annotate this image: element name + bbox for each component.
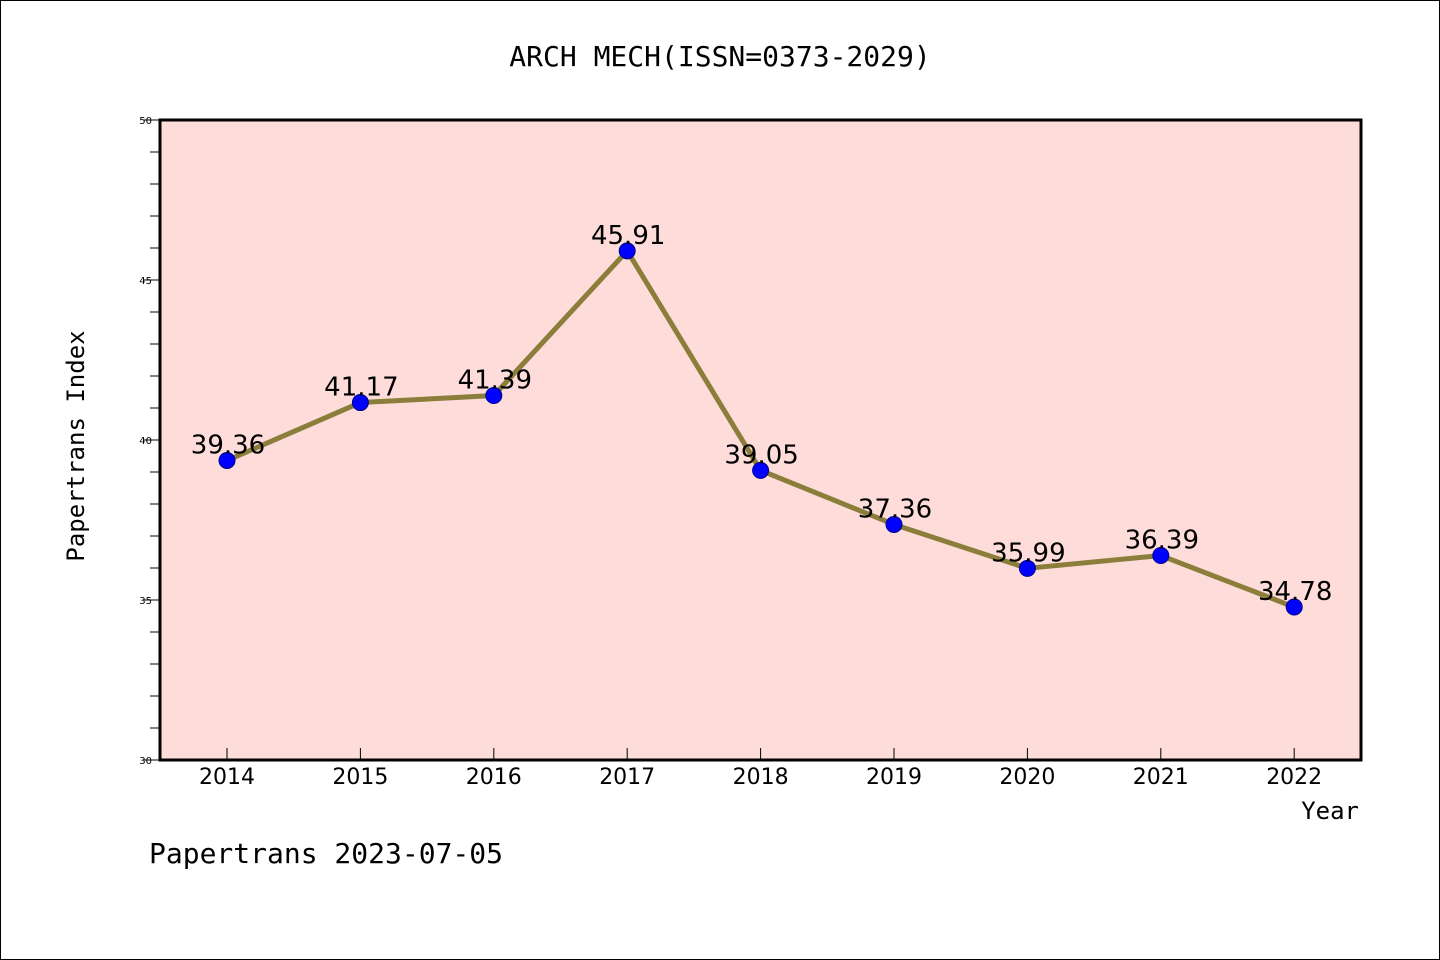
x-tick-label: 2019: [866, 765, 922, 790]
y-tick-label: 50: [139, 116, 152, 127]
x-tick-label: 2015: [332, 765, 388, 790]
data-point: [885, 515, 903, 533]
data-point: [485, 387, 503, 405]
x-axis-label: Year: [1301, 797, 1359, 825]
y-tick-label: 45: [139, 276, 152, 287]
data-label: 39.05: [724, 440, 798, 470]
y-tick-label: 40: [139, 436, 152, 447]
x-axis-ticks: 2014 2015 2016 2017 2018 2019 2020 2021 2022: [199, 748, 1322, 790]
data-labels: 39.36 41.17 41.39 45.91 39.05 37.36 35.99 36.39…: [191, 221, 1333, 607]
x-tick-label: 2016: [466, 765, 522, 790]
data-label: 41.39: [458, 366, 532, 396]
x-tick-label: 2017: [599, 765, 655, 790]
y-axis-label: Papertrans Index: [62, 330, 90, 561]
chart-title: ARCH MECH(ISSN=0373-2029): [509, 40, 930, 73]
data-point: [1285, 598, 1303, 616]
data-label: 45.91: [591, 221, 665, 251]
data-label: 35.99: [991, 538, 1065, 568]
x-tick-label: 2021: [1133, 765, 1189, 790]
x-tick-label: 2020: [999, 765, 1055, 790]
plot-area: [160, 120, 1361, 760]
data-point: [1018, 559, 1036, 577]
data-point: [218, 451, 236, 469]
y-axis-ticks: 30 35 40 45 50: [139, 116, 160, 767]
x-tick-label: 2022: [1266, 765, 1322, 790]
x-tick-label: 2018: [733, 765, 789, 790]
data-label: 39.36: [191, 430, 265, 460]
x-tick-label: 2014: [199, 765, 255, 790]
data-point: [351, 394, 369, 412]
y-tick-label: 30: [139, 756, 152, 767]
data-point: [618, 242, 636, 260]
data-points: [218, 242, 1303, 616]
data-label: 41.17: [324, 373, 398, 403]
data-label: 34.78: [1258, 577, 1332, 607]
plot-border: [158, 118, 1363, 762]
footer-watermark: Papertrans 2023-07-05: [149, 837, 503, 870]
y-minor-ticks: [150, 151, 160, 729]
y-tick-label: 35: [139, 596, 152, 607]
data-point: [1152, 547, 1170, 565]
data-point: [752, 461, 770, 479]
data-label: 37.36: [858, 494, 932, 524]
data-label: 36.39: [1125, 526, 1199, 556]
